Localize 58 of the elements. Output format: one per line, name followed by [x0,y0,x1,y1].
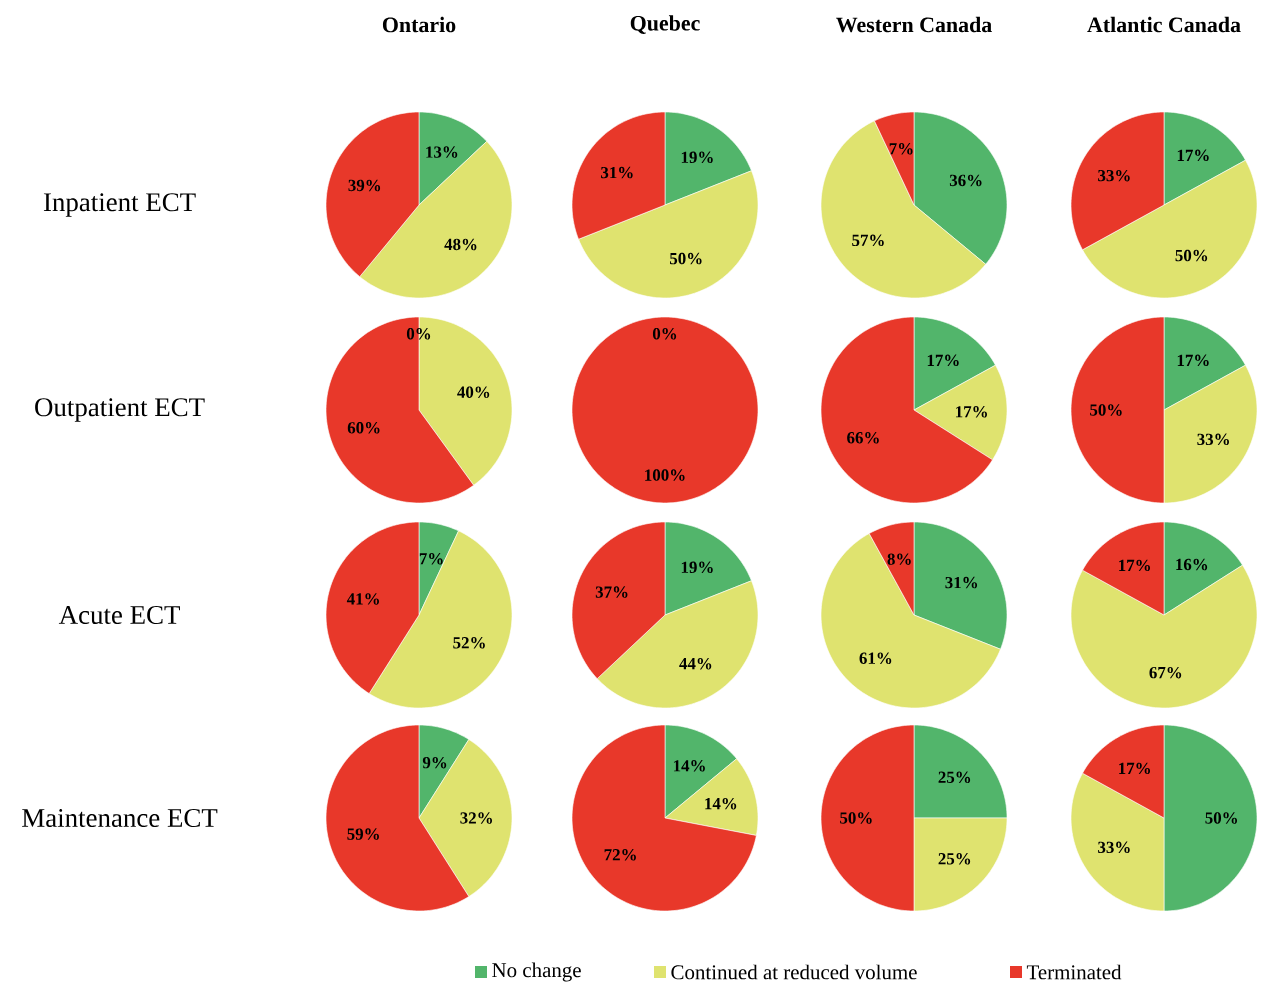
data-label: 17% [1177,354,1209,367]
text: Maintenance ECT [22,808,218,828]
data-label: 40% [457,386,490,398]
data-label: 61% [859,652,892,664]
text: 0% [652,328,677,340]
data-label: 25% [938,771,971,783]
data-label: 31% [601,166,633,179]
data-label: 33% [1098,169,1130,182]
text: 0% [406,328,431,340]
data-label: 39% [348,179,381,192]
data-label: 33% [1197,433,1229,446]
legend-label: No change [492,962,581,982]
chart-title: Atlantic Canada [1087,16,1241,33]
data-label: 17% [1119,762,1151,775]
data-label: 59% [347,828,379,840]
chart-title: Ontario [382,16,456,33]
data-label: 37% [595,586,628,598]
data-label: 7% [419,552,443,565]
data-label: 41% [346,593,379,605]
data-label: 13% [426,146,458,158]
text: Inpatient ECT [43,193,196,217]
data-label: 19% [681,561,713,574]
data-label: 7% [889,142,913,155]
data-label: 25% [938,853,971,865]
data-label: 16% [1176,558,1208,571]
data-label: 14% [673,760,705,772]
text: Acute ECT [58,605,180,625]
data-label: 66% [847,432,879,444]
legend-label: Terminated [1026,964,1122,980]
data-label: 17% [1119,559,1151,572]
legend-label: Continued at reduced volume [671,964,917,980]
data-label: 44% [679,657,712,670]
data-label: 50% [669,252,702,265]
data-label: 50% [1090,404,1122,416]
data-label: 67% [1149,666,1182,679]
data-label: 9% [422,756,447,769]
data-label: 60% [347,422,380,434]
text: Outpatient ECT [35,398,205,422]
data-label: 17% [927,354,959,367]
chart-title: Quebec [630,15,700,34]
chart-title: Western Canada [836,16,992,33]
data-label: 52% [453,637,485,649]
data-label: 33% [1098,841,1130,854]
data-label: 17% [1177,149,1209,162]
data-label: 50% [1205,812,1238,824]
data-label: 32% [460,812,493,824]
data-label: 36% [949,174,982,187]
data-label: 8% [887,553,911,565]
data-label: 14% [705,797,737,810]
data-label: 50% [840,812,872,824]
data-label: 31% [945,576,978,589]
data-label: 72% [604,849,636,861]
data-label: 50% [1175,249,1208,262]
data-label: 19% [681,151,713,164]
data-label: 17% [956,406,987,418]
data-label: 100% [645,469,685,481]
data-label: 57% [852,234,884,247]
data-label: 48% [444,238,477,251]
